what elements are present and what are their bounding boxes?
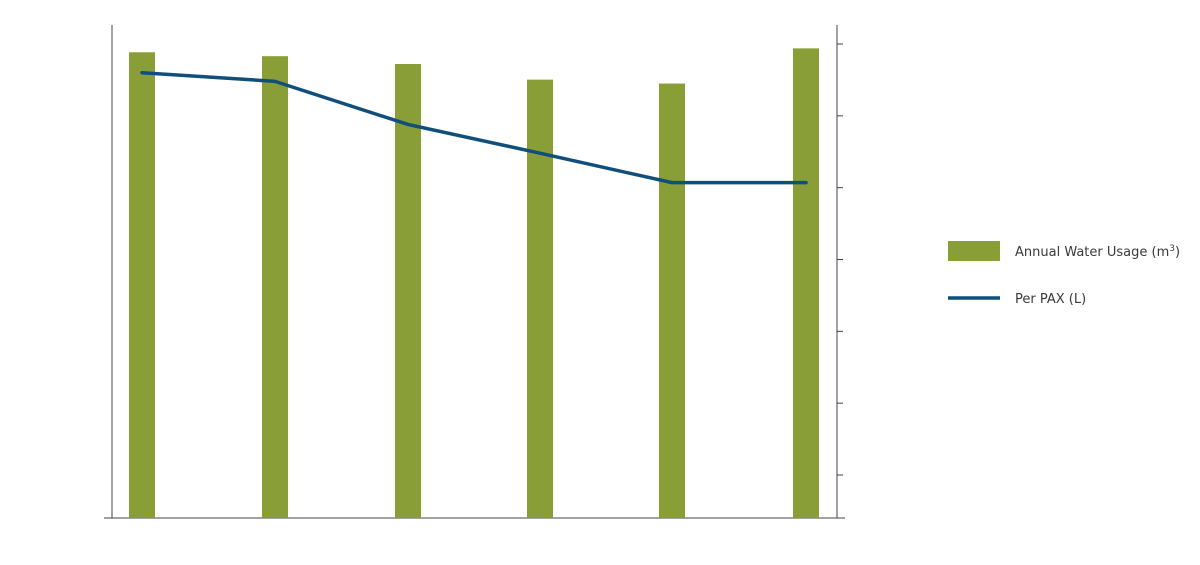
legend-label-water-usage-text: Annual Water Usage (m [1015, 245, 1169, 260]
bar-2013 [262, 56, 288, 519]
legend-label-water-usage: Annual Water Usage (m3) [1015, 244, 1180, 260]
legend-label-suffix: ) [1175, 245, 1180, 260]
legend-swatch-water-usage [948, 241, 1000, 261]
per-pax-line [140, 70, 808, 185]
bar-2012 [129, 52, 155, 519]
bar-2014 [395, 64, 421, 518]
legend-label-per-pax: Per PAX (L) [1015, 292, 1086, 307]
bar-2015 [527, 79, 553, 518]
bar-2017 [793, 48, 819, 519]
legend-label-superscript: 3 [1169, 244, 1175, 254]
bar-2016 [659, 83, 685, 519]
